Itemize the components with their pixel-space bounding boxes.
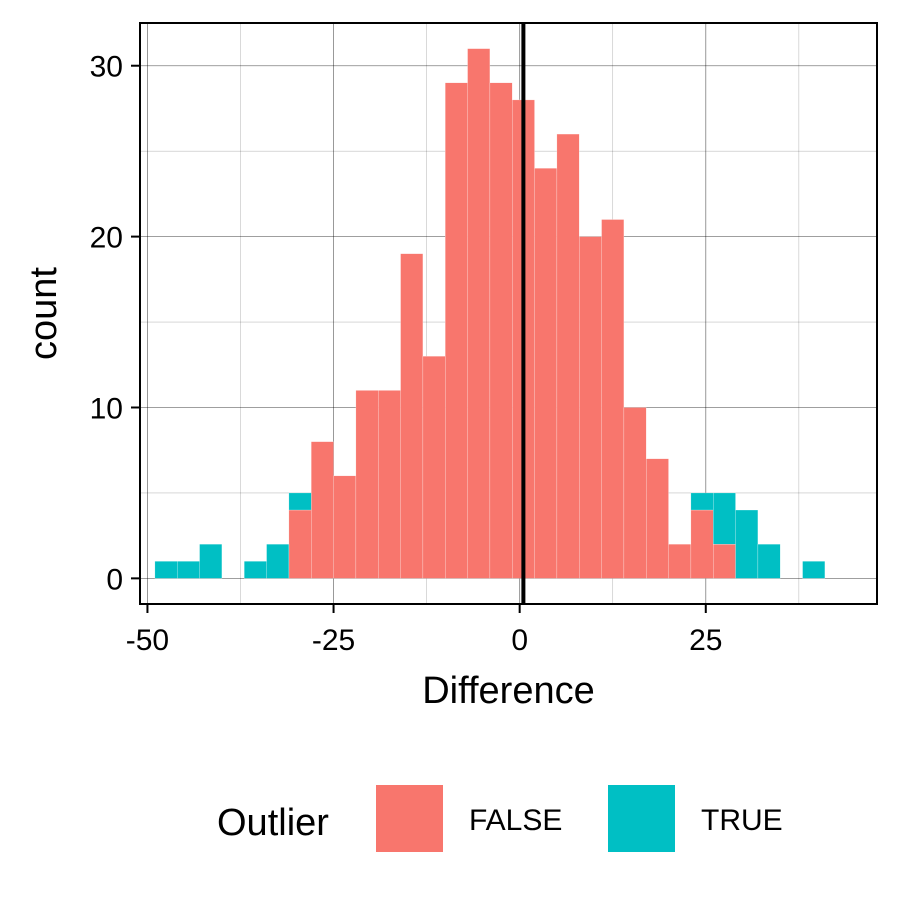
legend-key-false: [376, 785, 443, 852]
histogram-bar-false: [690, 509, 714, 579]
x-axis-title: Difference: [422, 670, 595, 712]
y-tick-label: 0: [106, 563, 123, 596]
x-tick-label: -50: [126, 624, 169, 657]
histogram-bar-false: [601, 219, 625, 579]
panel-border: [139, 22, 878, 605]
histogram-bar-false: [646, 458, 669, 579]
y-axis-title: count: [23, 267, 65, 360]
histogram-bar-true: [177, 561, 200, 579]
histogram-bar-true: [757, 543, 781, 579]
legend: Outlier FALSE TRUE: [217, 785, 783, 852]
x-tick-label: -25: [312, 624, 355, 657]
histogram-bar-false: [579, 236, 602, 579]
histogram-bar-true: [199, 543, 223, 579]
legend-key-true: [608, 785, 675, 852]
histogram-bar-true: [154, 561, 178, 579]
histogram-bar-false: [422, 356, 446, 579]
histogram-bar-false: [623, 407, 647, 579]
x-tick-label: 0: [511, 624, 528, 657]
x-axis: -50 -25 0 25: [126, 604, 722, 657]
x-tick-label: 25: [689, 624, 722, 657]
histogram-bar-false: [311, 441, 334, 579]
histogram-bar-true: [713, 492, 736, 545]
histogram-bar-false: [668, 543, 692, 579]
histogram-bar-false: [400, 253, 424, 579]
histogram-bar-true: [266, 543, 290, 579]
bars: [154, 48, 826, 579]
histogram-bar-false: [534, 168, 558, 579]
histogram-bar-true: [244, 561, 267, 579]
legend-label-true: TRUE: [701, 804, 783, 837]
histogram-bar-false: [355, 390, 379, 579]
histogram-bar-false: [467, 48, 491, 579]
histogram-bar-true: [735, 509, 759, 579]
legend-title: Outlier: [217, 802, 329, 844]
y-tick-label: 10: [90, 392, 123, 425]
histogram-bar-true: [288, 492, 312, 511]
histogram-bar-false: [378, 390, 401, 579]
histogram-bar-true: [802, 561, 826, 579]
histogram-bar-false: [333, 475, 357, 579]
y-axis: 0 10 20 30: [90, 51, 140, 596]
legend-label-false: FALSE: [469, 804, 562, 837]
histogram-bar-false: [556, 133, 580, 579]
y-tick-label: 20: [90, 222, 123, 255]
histogram-bar-true: [690, 492, 714, 511]
histogram-bar-false: [489, 82, 513, 579]
histogram-bar-false: [445, 82, 468, 579]
histogram-bar-false: [713, 543, 736, 579]
histogram-bar-false: [288, 509, 312, 579]
y-tick-label: 30: [90, 51, 123, 84]
